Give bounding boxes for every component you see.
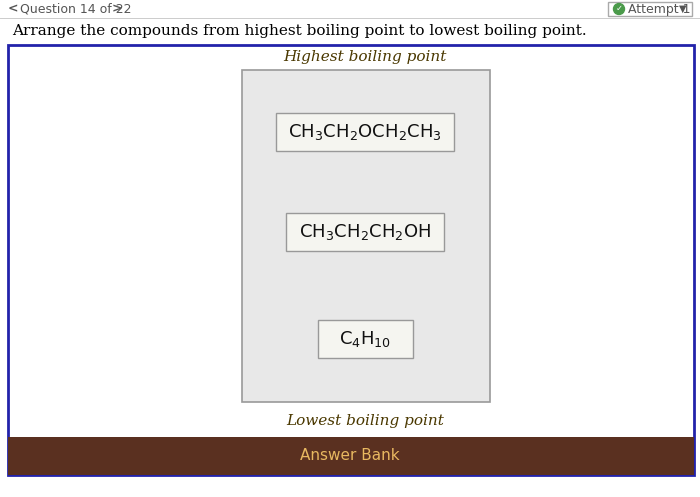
- Text: Lowest boiling point: Lowest boiling point: [286, 414, 444, 428]
- Text: ▼: ▼: [679, 4, 687, 14]
- FancyBboxPatch shape: [8, 437, 694, 475]
- FancyBboxPatch shape: [286, 213, 444, 251]
- Text: Highest boiling point: Highest boiling point: [284, 50, 447, 64]
- Text: Attempt 1: Attempt 1: [628, 2, 690, 15]
- Text: <: <: [8, 2, 18, 15]
- Text: Answer Bank: Answer Bank: [300, 448, 400, 464]
- Text: Question 14 of 22: Question 14 of 22: [20, 2, 132, 15]
- Text: ✓: ✓: [615, 4, 622, 13]
- Text: Arrange the compounds from highest boiling point to lowest boiling point.: Arrange the compounds from highest boili…: [12, 24, 587, 38]
- Text: $\rm C_4H_{10}$: $\rm C_4H_{10}$: [339, 329, 391, 349]
- Text: >: >: [112, 2, 122, 15]
- Text: $\rm CH_3CH_2CH_2OH$: $\rm CH_3CH_2CH_2OH$: [299, 222, 431, 242]
- Text: $\rm CH_3CH_2OCH_2CH_3$: $\rm CH_3CH_2OCH_2CH_3$: [288, 122, 442, 142]
- FancyBboxPatch shape: [318, 320, 412, 358]
- FancyBboxPatch shape: [8, 45, 694, 475]
- FancyBboxPatch shape: [242, 70, 490, 402]
- FancyBboxPatch shape: [608, 2, 692, 16]
- FancyBboxPatch shape: [276, 113, 454, 151]
- Circle shape: [613, 3, 624, 14]
